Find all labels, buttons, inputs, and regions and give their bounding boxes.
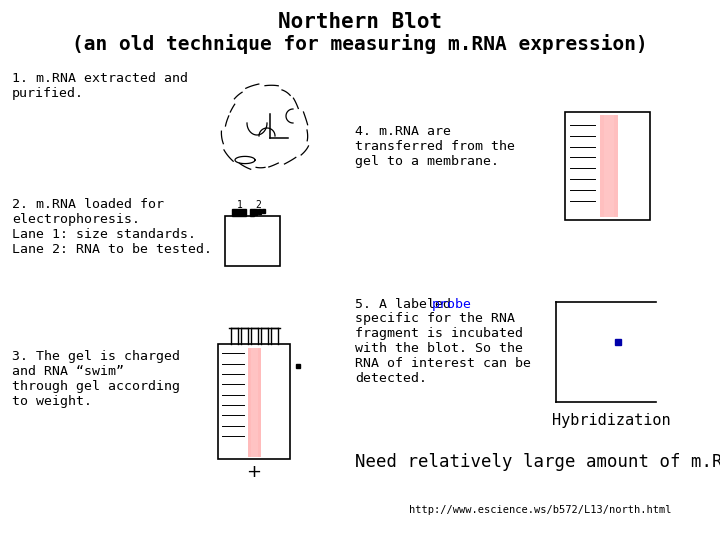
Text: 2: 2 — [255, 200, 261, 210]
Text: specific for the RNA
fragment is incubated
with the blot. So the
RNA of interest: specific for the RNA fragment is incubat… — [355, 312, 531, 385]
Bar — [604, 115, 614, 217]
Text: 5. A labeled: 5. A labeled — [355, 298, 459, 311]
Bar — [565, 112, 650, 220]
Text: probe: probe — [432, 298, 472, 311]
Text: 2. m.RNA loaded for
electrophoresis.: 2. m.RNA loaded for electrophoresis. — [12, 198, 164, 226]
Text: 1: 1 — [237, 200, 243, 210]
Bar — [248, 348, 261, 457]
Text: 4. m.RNA are
transferred from the
gel to a membrane.: 4. m.RNA are transferred from the gel to… — [355, 125, 515, 168]
Bar — [600, 115, 618, 217]
Text: Hybridization: Hybridization — [552, 413, 670, 428]
Bar — [250, 209, 253, 216]
Text: (an old technique for measuring m.RNA expression): (an old technique for measuring m.RNA ex… — [72, 34, 648, 54]
Text: http://www.escience.ws/b572/L13/north.html: http://www.escience.ws/b572/L13/north.ht… — [409, 505, 671, 515]
Text: +: + — [246, 463, 261, 481]
Text: Northern Blot: Northern Blot — [278, 12, 442, 32]
Text: 1. m.RNA extracted and
purified.: 1. m.RNA extracted and purified. — [12, 72, 188, 100]
Bar — [232, 209, 246, 216]
Bar — [258, 209, 261, 214]
Text: Lane 1: size standards.
Lane 2: RNA to be tested.: Lane 1: size standards. Lane 2: RNA to b… — [12, 228, 212, 256]
Bar — [251, 348, 258, 457]
Bar — [254, 209, 256, 215]
Text: 3. The gel is charged
and RNA “swim”
through gel according
to weight.: 3. The gel is charged and RNA “swim” thr… — [12, 350, 180, 408]
Bar — [218, 344, 290, 459]
Text: Need relatively large amount of m.RNA: Need relatively large amount of m.RNA — [355, 453, 720, 471]
Bar — [262, 209, 264, 213]
Bar — [225, 216, 280, 266]
